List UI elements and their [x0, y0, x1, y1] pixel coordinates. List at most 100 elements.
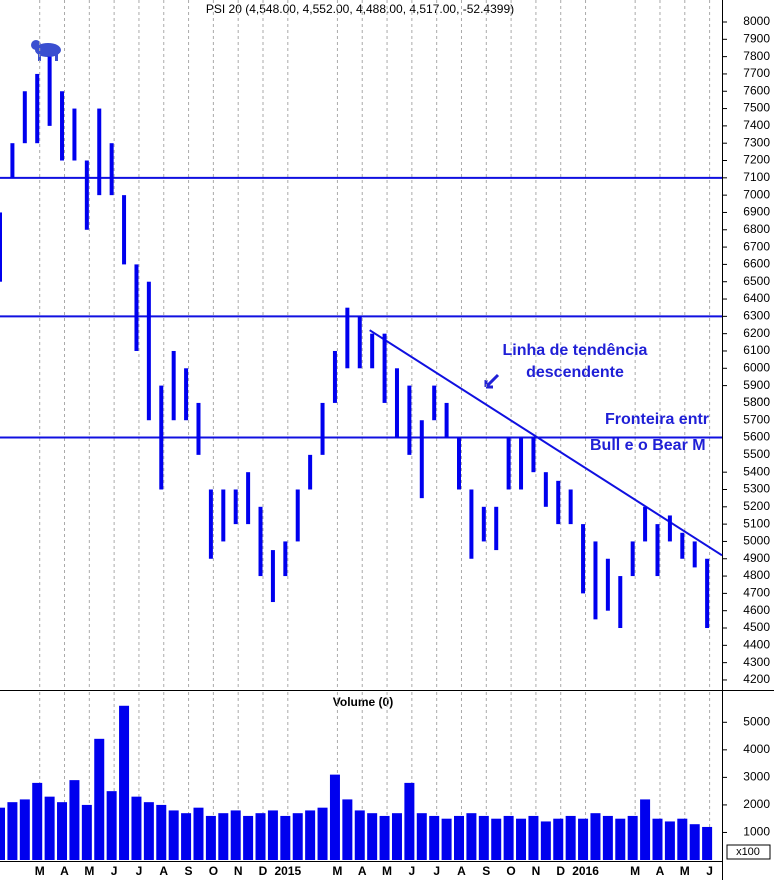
price-bar: [47, 56, 52, 126]
y-tick-label: 6100: [743, 343, 770, 357]
volume-bar: [578, 818, 589, 860]
y-tick-label: 4600: [743, 603, 770, 617]
price-bar: [531, 437, 536, 473]
x-tick-label: M: [35, 864, 45, 878]
price-bar: [233, 489, 238, 525]
price-bar: [35, 73, 40, 144]
volume-bar: [602, 815, 613, 860]
y-tick-label: 5000: [743, 534, 770, 548]
x-tick-label: N: [234, 864, 243, 878]
volume-bar: [69, 780, 80, 860]
y-tick-label: 5900: [743, 378, 770, 392]
volume-bar: [106, 791, 117, 860]
price-bar: [208, 489, 213, 559]
y-tick-label: 7300: [743, 135, 770, 149]
volume-bar: [664, 821, 675, 860]
price-bar: [184, 368, 189, 421]
volume-bar: [267, 810, 278, 860]
volume-bar: [454, 815, 465, 860]
y-tick-label: 1000: [743, 825, 770, 839]
price-bar: [568, 489, 573, 525]
volume-bar: [503, 815, 514, 860]
y-tick-label: 4200: [743, 672, 770, 686]
x-tick-label: O: [209, 864, 218, 878]
y-tick-label: 7500: [743, 101, 770, 115]
price-bar: [196, 402, 201, 455]
volume-bar: [168, 810, 179, 860]
volume-bar: [230, 810, 241, 860]
y-tick-label: 6200: [743, 326, 770, 340]
annotation: Fronteira entr: [605, 411, 709, 428]
x-tick-label: D: [259, 864, 268, 878]
price-bar: [308, 454, 313, 490]
y-tick-label: 5200: [743, 499, 770, 513]
y-tick-label: 4900: [743, 551, 770, 565]
volume-bar: [553, 818, 564, 860]
y-tick-label: 4300: [743, 655, 770, 669]
price-bar: [444, 402, 449, 438]
y-tick-label: 5800: [743, 395, 770, 409]
y-tick-label: 7400: [743, 118, 770, 132]
price-bar: [283, 541, 288, 577]
volume-bar: [32, 782, 43, 860]
x-tick-label: M: [630, 864, 640, 878]
price-bar: [0, 212, 2, 282]
x-tick-label: 2016: [572, 864, 599, 878]
volume-bar: [255, 813, 266, 860]
y-tick-label: 4000: [743, 742, 770, 756]
unit-box: [726, 844, 771, 860]
price-bar: [630, 541, 635, 577]
price-bar: [171, 350, 176, 421]
volume-bar: [565, 815, 576, 860]
x-tick-label: M: [332, 864, 342, 878]
volume-bar: [19, 799, 30, 860]
x-tick-label: N: [532, 864, 541, 878]
price-bar: [122, 195, 127, 265]
price-bar: [258, 506, 263, 577]
y-tick-label: 6500: [743, 274, 770, 288]
price-bar: [680, 532, 685, 559]
volume-bar: [7, 802, 18, 860]
x-tick-label: J: [136, 864, 143, 878]
volume-bar: [652, 818, 663, 860]
volume-bar: [94, 738, 105, 860]
x-tick-label: J: [409, 864, 416, 878]
price-bar: [556, 480, 561, 525]
price-bar: [72, 108, 77, 161]
annotation: Linha de tendência: [503, 342, 648, 359]
x-tick-label: A: [457, 864, 466, 878]
volume-bar: [590, 813, 601, 860]
x-tick-label: A: [159, 864, 168, 878]
volume-bar: [429, 815, 440, 860]
y-tick-label: 7600: [743, 83, 770, 97]
volume-bar: [131, 796, 142, 860]
x-tick-label: O: [506, 864, 515, 878]
y-tick-label: 5100: [743, 516, 770, 530]
y-tick-label: 4400: [743, 637, 770, 651]
price-bar: [593, 541, 598, 620]
volume-bar: [243, 815, 254, 860]
x-tick-label: A: [60, 864, 69, 878]
price-bar: [655, 524, 660, 577]
volume-bar: [528, 815, 539, 860]
price-bar: [618, 576, 623, 629]
x-tick-label: J: [433, 864, 440, 878]
price-bar: [134, 264, 139, 351]
bear-icon: [31, 40, 61, 61]
y-tick-label: 5700: [743, 412, 770, 426]
x-tick-label: M: [680, 864, 690, 878]
volume-bar: [143, 802, 154, 860]
price-bar: [320, 402, 325, 455]
price-bar: [270, 550, 275, 603]
volume-bar: [491, 818, 502, 860]
y-tick-label: 7700: [743, 66, 770, 80]
price-bar: [295, 489, 300, 542]
volume-bar: [391, 813, 402, 860]
price-bar: [357, 316, 362, 369]
volume-title: Volume (0): [333, 695, 393, 709]
y-tick-label: 6400: [743, 291, 770, 305]
volume-bar: [57, 802, 68, 860]
price-bar: [667, 515, 672, 542]
x-tick-label: J: [706, 864, 713, 878]
